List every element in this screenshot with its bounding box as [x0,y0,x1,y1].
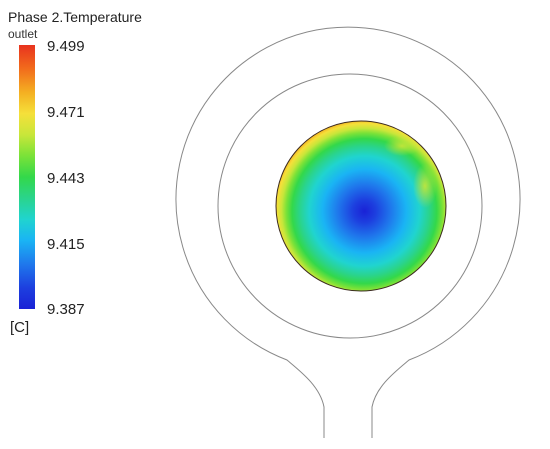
outer-pipe-outline [175,26,521,438]
legend-tick-4: 9.415 [47,236,85,253]
legend-tick-2: 9.471 [47,104,85,121]
contour-warm-patch-right [413,164,437,208]
contour-boundary [275,120,447,292]
inner-ring-outline [217,73,483,339]
legend-tick-max: 9.499 [47,38,85,55]
color-legend: Phase 2.Temperature outlet 9.499 9.471 9… [0,0,170,340]
contour-warm-patch-top [384,136,420,156]
color-bar [19,45,35,309]
legend-tick-min: 9.387 [47,301,85,318]
legend-title: Phase 2.Temperature [8,9,142,25]
legend-subtitle: outlet [8,27,38,41]
legend-units: [C] [10,319,30,336]
legend-tick-mid: 9.443 [47,170,85,187]
temperature-contour [276,121,446,291]
